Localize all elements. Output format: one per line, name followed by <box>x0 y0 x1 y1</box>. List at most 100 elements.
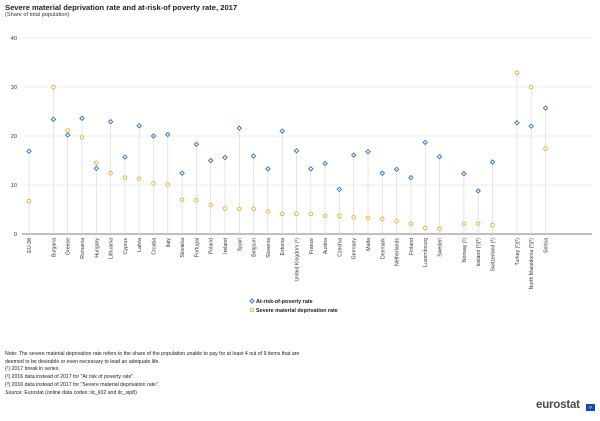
deprivation-rate-point <box>437 226 442 231</box>
poverty-rate-point <box>179 170 185 176</box>
x-category-label: Belgium <box>252 238 258 257</box>
poverty-rate-point <box>93 165 100 172</box>
deprivation-rate-point <box>179 197 185 202</box>
deprivation-rate-point <box>94 160 99 166</box>
x-category-label: Switzerland (²) <box>491 238 497 272</box>
x-category-label: Poland <box>209 238 215 254</box>
poverty-rate-point <box>64 132 71 138</box>
eurostat-logo: eurostat <box>536 399 580 411</box>
legend-swatch-poverty-rate <box>249 298 255 304</box>
poverty-rate-point <box>250 153 257 159</box>
poverty-rate-point <box>436 153 443 160</box>
chart-title: Severe material deprivation rate and at-… <box>5 3 238 12</box>
y-tick-label: 20 <box>11 134 17 140</box>
poverty-rate-point <box>336 186 343 193</box>
poverty-rate-point <box>279 128 285 134</box>
deprivation-rate-point <box>461 221 467 226</box>
eu-flag-icon <box>586 404 595 411</box>
poverty-rate-point <box>542 105 549 111</box>
x-category-label: Netherlands <box>395 238 401 266</box>
deprivation-rate-point <box>337 213 342 219</box>
deprivation-rate-point <box>79 135 85 140</box>
footnote-3: (³) 2016 data instead of 2017 for "Sever… <box>5 381 160 388</box>
x-category-label: Estonia <box>280 238 286 255</box>
y-tick-label: 30 <box>11 85 17 91</box>
deprivation-rate-point <box>51 84 56 90</box>
x-category-label: France <box>309 238 315 254</box>
poverty-rate-point <box>193 141 200 148</box>
poverty-rate-point <box>308 166 314 172</box>
legend-label: At-risk-of-poverty rate <box>256 299 313 305</box>
deprivation-rate-point <box>108 170 113 176</box>
poverty-rate-point <box>322 160 328 167</box>
dot-plot-chart: 0 10 20 30 40 EU-28 Bulgaria Greece Romania Hung… <box>11 36 592 314</box>
x-category-label: Italy <box>166 238 172 248</box>
x-category-label: Sweden <box>438 238 444 257</box>
deprivation-rate-point <box>408 221 414 226</box>
deprivation-rate-point <box>422 225 428 231</box>
deprivation-rate-point <box>237 206 242 212</box>
deprivation-rate-point <box>222 206 228 211</box>
deprivation-rate-point <box>322 213 328 219</box>
note-line: Note: The severe material deprivation ra… <box>5 351 300 357</box>
deprivation-rate-point <box>528 84 534 90</box>
x-category-label: United Kingdom (¹) <box>295 238 301 282</box>
poverty-rate-point <box>350 152 357 158</box>
x-category-label: Serbia <box>544 238 550 253</box>
deprivation-rate-point <box>65 128 70 133</box>
poverty-rate-point <box>236 125 243 131</box>
poverty-rate-point <box>514 120 520 126</box>
deprivation-rate-point <box>308 211 314 217</box>
x-category-label: Lithuania <box>109 238 115 259</box>
x-category-label: Iceland (²)(³) <box>476 238 482 267</box>
y-tick-label: 10 <box>11 183 17 189</box>
poverty-rate-point <box>165 131 171 138</box>
poverty-rate-point <box>379 170 386 176</box>
source-text: Eurostat (online data codes: ilc_li02 an… <box>22 389 137 396</box>
poverty-rate-point <box>50 116 57 123</box>
poverty-rate-point <box>365 148 371 155</box>
y-tick-label: 0 <box>14 232 17 238</box>
x-category-label: Luxembourg <box>423 238 429 267</box>
deprivation-rate-point <box>514 70 520 76</box>
x-category-label: Turkey (²)(³) <box>515 238 521 266</box>
chart-notes: Note: The severe material deprivation ra… <box>5 351 299 397</box>
x-category-label: Czechia <box>337 238 343 257</box>
deprivation-rate-point <box>380 216 385 222</box>
deprivation-rate-point <box>194 197 199 203</box>
deprivation-rate-point <box>543 146 548 151</box>
poverty-rate-point <box>408 174 414 181</box>
x-category-label: Hungary <box>94 238 100 258</box>
deprivation-rate-point <box>365 215 371 221</box>
x-category-label: Portugal <box>194 238 200 257</box>
footnote-1: (¹) 2017 break in series. <box>5 366 60 373</box>
x-category-label: Malta <box>366 238 372 251</box>
poverty-rate-point <box>122 154 128 160</box>
poverty-rate-point <box>207 157 214 164</box>
deprivation-rate-point <box>136 176 142 181</box>
deprivation-rate-point <box>294 211 299 217</box>
x-category-label: Croatia <box>152 238 158 255</box>
deprivation-rate-point <box>490 222 495 228</box>
poverty-rate-point <box>528 123 534 129</box>
x-category-label: Spain <box>237 238 243 251</box>
x-category-label: Denmark <box>380 238 386 259</box>
deprivation-rate-point <box>208 202 213 208</box>
poverty-rate-point <box>26 148 32 154</box>
deprivation-rate-point <box>165 182 171 187</box>
x-category-label: Germany <box>352 238 358 260</box>
x-category-label: Ireland <box>223 238 229 254</box>
x-category-label: Romania <box>80 238 86 259</box>
deprivation-rate-point <box>151 181 156 186</box>
poverty-rate-point <box>107 119 114 125</box>
x-category-label: Slovenia <box>266 238 272 258</box>
x-category-label: Greece <box>66 238 72 255</box>
x-category-label: Norway (¹) <box>462 238 468 262</box>
legend-label: Severe material deprivation rate <box>256 308 338 314</box>
poverty-rate-point <box>265 166 271 172</box>
deprivation-rate-point <box>26 198 32 204</box>
x-category-label: Bulgaria <box>51 238 57 257</box>
poverty-rate-point <box>461 170 467 177</box>
deprivation-rate-point <box>251 206 256 212</box>
x-category-label: Latvia <box>137 238 143 252</box>
